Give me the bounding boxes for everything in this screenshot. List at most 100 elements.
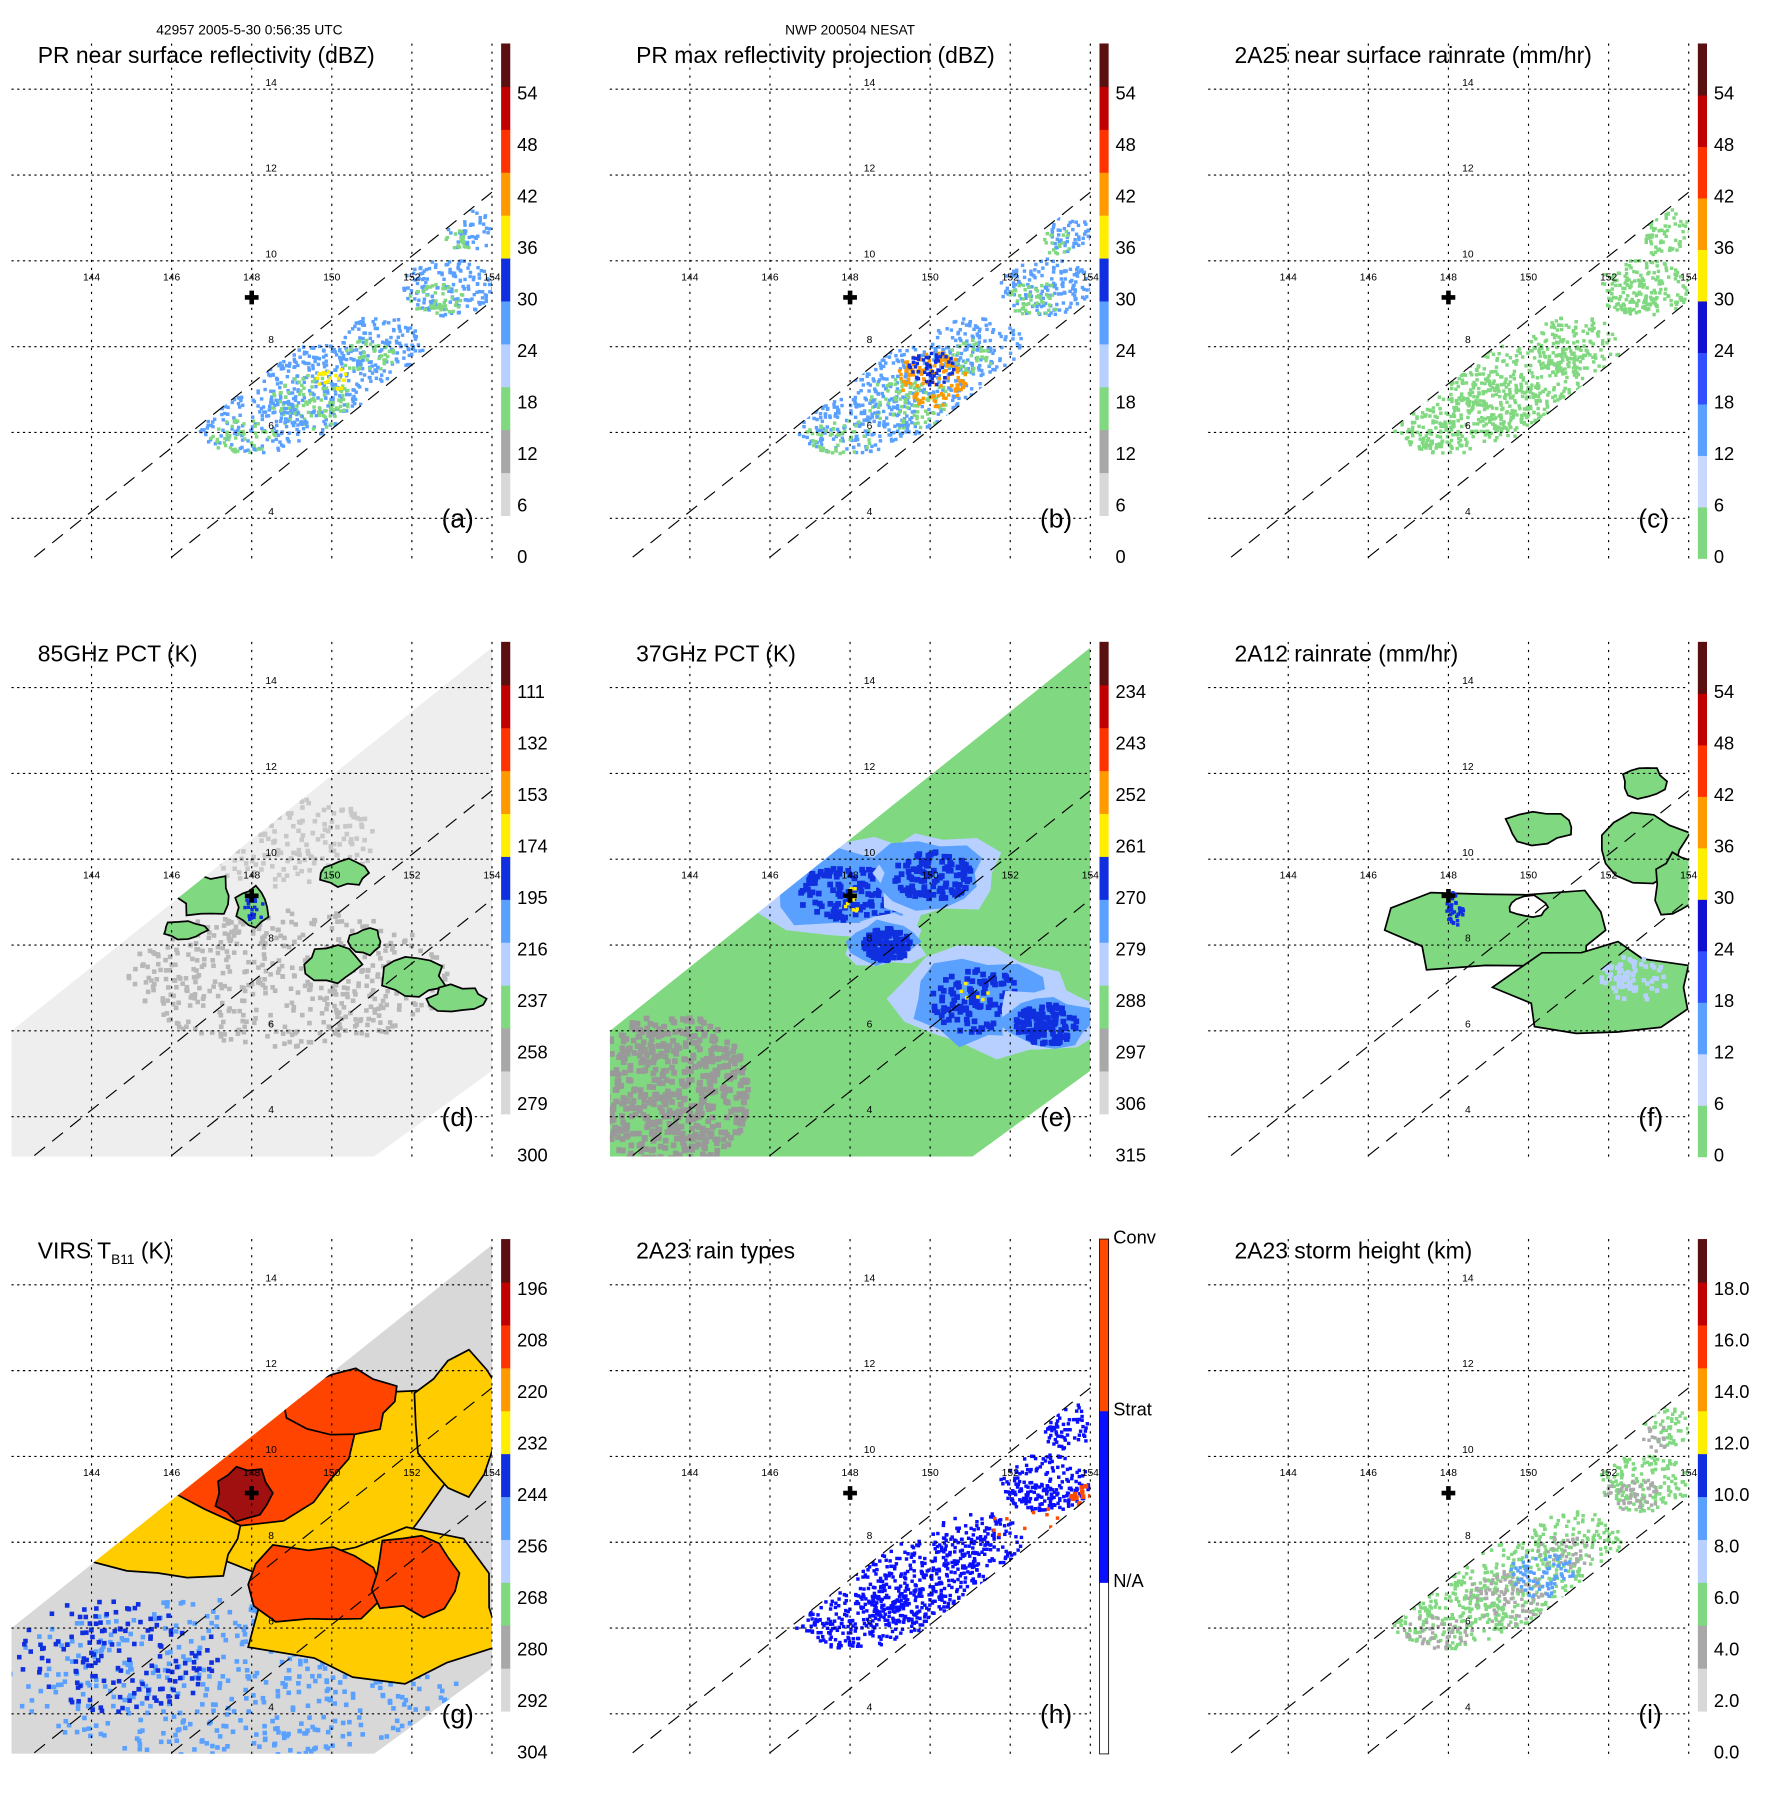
colorbar-segment <box>1698 43 1707 95</box>
colorbar-segment <box>1698 1668 1707 1711</box>
lat-label: 14 <box>1462 78 1474 89</box>
lat-label: 6 <box>268 1019 274 1030</box>
data-field <box>588 647 1102 1175</box>
colorbar-tick-label: 36 <box>1115 239 1135 260</box>
colorbar-segment <box>1698 404 1707 456</box>
colorbar-tick-label: 48 <box>517 136 537 157</box>
lat-label: 6 <box>268 1617 274 1628</box>
panel-letter: (b) <box>1040 503 1072 534</box>
colorbar-segment <box>1698 641 1707 693</box>
colorbar-tick-label: 0.0 <box>1714 1744 1739 1765</box>
lat-label: 4 <box>268 1105 274 1116</box>
colorbar-segment <box>501 1496 510 1539</box>
lat-label: 10 <box>1462 1445 1474 1456</box>
colorbar-tick-label: 243 <box>1115 734 1146 755</box>
lat-label: 6 <box>867 1019 873 1030</box>
colorbar-segment <box>1099 1113 1108 1156</box>
panel-title: 2A25 near surface rainrate (mm/hr) <box>1234 43 1591 69</box>
panel-letter: (g) <box>442 1699 474 1730</box>
data-field <box>2 1245 508 1760</box>
colorbar-segment <box>501 1239 510 1282</box>
colorbar-segment <box>1698 1053 1707 1105</box>
lon-label: 146 <box>1360 1468 1377 1479</box>
lon-label: 152 <box>1600 1468 1617 1479</box>
colorbar-tick-label: 256 <box>517 1538 548 1559</box>
swath-edge-line <box>1231 1388 1689 1753</box>
colorbar-segment <box>1698 1002 1707 1054</box>
lon-label: 152 <box>403 1468 420 1479</box>
lon-label: 144 <box>1280 272 1297 283</box>
colorbar-segment <box>501 215 510 258</box>
lat-label: 12 <box>864 1359 876 1370</box>
lat-label: 14 <box>265 676 277 687</box>
lon-label: 146 <box>1360 272 1377 283</box>
lat-label: 10 <box>265 249 277 260</box>
colorbar-segment <box>1698 1325 1707 1368</box>
colorbar-tick-label: 220 <box>517 1383 548 1404</box>
swath-edge-line <box>34 192 492 557</box>
lon-label: 144 <box>83 272 100 283</box>
colorbar-tick-label: 279 <box>1115 940 1146 961</box>
colorbar-tick-label: 304 <box>517 1744 548 1765</box>
colorbar-segment <box>1099 1239 1108 1411</box>
colorbar-tick-label: 54 <box>1714 682 1734 703</box>
panel-title-part: (K) <box>135 1239 172 1264</box>
colorbar-segment <box>501 1411 510 1454</box>
lon-label: 154 <box>483 1468 500 1479</box>
colorbar-tick-label: 42 <box>1115 188 1135 209</box>
panel-letter: (e) <box>1040 1101 1072 1132</box>
colorbar-segment <box>1099 172 1108 215</box>
colorbar-tick-label: 174 <box>517 837 548 858</box>
panel-title: PR max reflectivity projection (dBZ) <box>636 43 995 69</box>
lat-label: 12 <box>265 164 277 175</box>
colorbar-tick-label: 12 <box>1714 1043 1734 1064</box>
lat-label: 6 <box>867 421 873 432</box>
colorbar-segment <box>1698 352 1707 404</box>
colorbar-segment <box>1099 215 1108 258</box>
colorbar-segment <box>501 684 510 727</box>
lat-label: 10 <box>1462 249 1474 260</box>
panel-title-part: B11 <box>111 1252 134 1268</box>
panel-title: 85GHz PCT (K) <box>38 641 198 667</box>
colorbar-segment <box>1099 770 1108 813</box>
colorbar-tick-label: 18.0 <box>1714 1280 1750 1301</box>
colorbar-segment <box>501 1454 510 1497</box>
lat-label: 14 <box>265 78 277 89</box>
lat-label: 8 <box>1465 933 1471 944</box>
lat-label: 14 <box>864 78 876 89</box>
lat-label: 6 <box>1465 1617 1471 1628</box>
colorbar-segment <box>1698 1539 1707 1582</box>
colorbar-segment <box>1698 847 1707 899</box>
colorbar-tick-label: 54 <box>1714 85 1734 106</box>
lon-label: 148 <box>1440 1468 1457 1479</box>
colorbar-tick-label: 111 <box>517 682 545 703</box>
lat-label: 14 <box>1462 1273 1474 1284</box>
colorbar-segment <box>501 856 510 899</box>
colorbar-tick-label: 292 <box>517 1692 548 1713</box>
lon-label: 148 <box>841 272 858 283</box>
colorbar-segment <box>1698 1411 1707 1454</box>
colorbar-segment <box>1698 1105 1707 1157</box>
lon-label: 148 <box>1440 272 1457 283</box>
lat-label: 8 <box>268 933 274 944</box>
lat-label: 4 <box>867 1105 873 1116</box>
lat-label: 6 <box>1465 1019 1471 1030</box>
lon-label: 154 <box>483 272 500 283</box>
colorbar-segment <box>1099 515 1108 558</box>
colorbar-segment <box>1099 344 1108 387</box>
lon-label: 150 <box>1520 1468 1537 1479</box>
colorbar-segment <box>501 984 510 1027</box>
colorbar-segment <box>501 727 510 770</box>
panel-letter: (c) <box>1638 503 1669 534</box>
colorbar-segment <box>1099 1582 1108 1754</box>
colorbar-segment <box>501 942 510 985</box>
colorbar-tick-label: 0 <box>1714 548 1724 569</box>
lon-label: 152 <box>1600 870 1617 881</box>
colorbar-segment <box>1099 641 1108 684</box>
colorbar-category-label: Conv <box>1113 1229 1156 1250</box>
colorbar-segment <box>1099 942 1108 985</box>
